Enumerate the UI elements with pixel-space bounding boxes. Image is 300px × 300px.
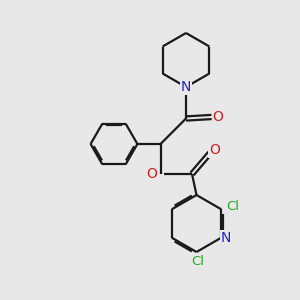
Text: Cl: Cl — [226, 200, 239, 213]
Text: N: N — [181, 80, 191, 94]
Text: O: O — [147, 167, 158, 181]
Text: N: N — [220, 231, 231, 245]
Text: O: O — [213, 110, 224, 124]
Text: O: O — [209, 143, 220, 157]
Text: Cl: Cl — [191, 255, 205, 268]
